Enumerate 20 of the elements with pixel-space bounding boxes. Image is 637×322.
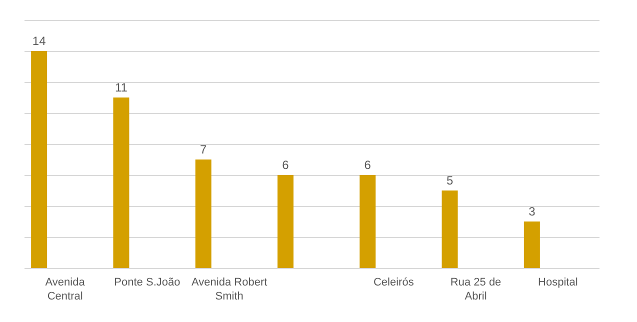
bar xyxy=(524,222,540,268)
bar xyxy=(195,160,212,268)
x-tick-label: Hospital xyxy=(538,276,578,288)
bar xyxy=(31,51,48,268)
x-tick-label: Celeirós xyxy=(373,276,414,288)
bar xyxy=(360,175,376,268)
x-tick-label: Ponte S.João xyxy=(114,276,180,288)
data-label: 5 xyxy=(446,174,454,188)
bar xyxy=(278,175,294,268)
x-tick-label: Rua 25 de Abril xyxy=(450,276,502,302)
bar xyxy=(113,98,130,268)
x-tick-label: Avenida Central xyxy=(45,276,86,302)
data-label: 14 xyxy=(32,34,46,48)
bar xyxy=(442,190,458,268)
data-label: 7 xyxy=(200,142,208,156)
x-tick-label: Avenida Robert Smith xyxy=(192,276,268,302)
data-label: 11 xyxy=(114,80,128,94)
data-label: 6 xyxy=(364,158,372,172)
data-label: 3 xyxy=(528,204,536,218)
data-label: 6 xyxy=(282,158,290,172)
